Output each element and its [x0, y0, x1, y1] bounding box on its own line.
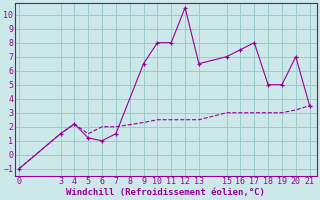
X-axis label: Windchill (Refroidissement éolien,°C): Windchill (Refroidissement éolien,°C)	[66, 188, 265, 197]
